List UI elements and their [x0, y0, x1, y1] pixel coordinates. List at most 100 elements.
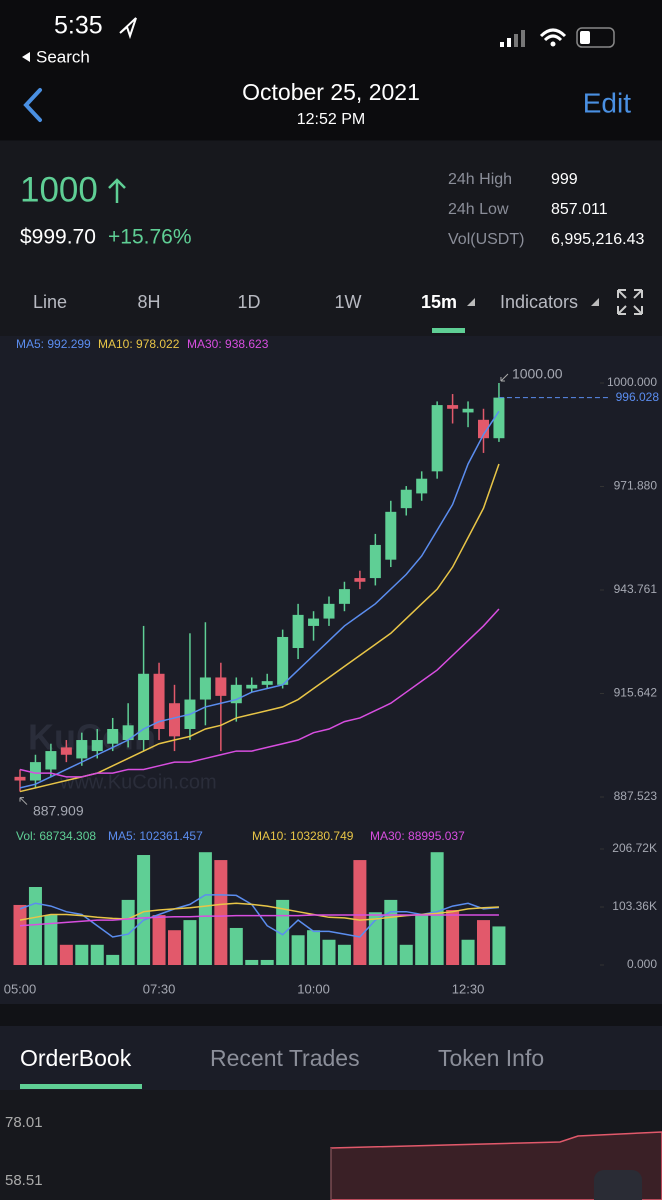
candle-body — [91, 740, 103, 752]
depth-area — [330, 1131, 662, 1200]
signal-icon — [500, 30, 525, 47]
y-tick-label: 1000.000 — [607, 375, 657, 389]
depth-labels: 78.01 58.51 — [5, 1114, 43, 1189]
candle-body — [369, 544, 381, 579]
candle-body — [246, 684, 258, 689]
volume-bar — [291, 935, 305, 965]
summary-panel — [0, 141, 662, 336]
back-triangle — [22, 52, 30, 62]
candle-body — [308, 618, 320, 626]
candle-body — [14, 776, 26, 781]
stats: 24h High 999 24h Low 857.011 Vol(USDT) 6,995,… — [448, 171, 645, 248]
bottom-tab[interactable]: OrderBook — [20, 1045, 132, 1071]
volume-bar — [106, 954, 120, 965]
volume-bar — [384, 899, 398, 965]
volume-bar — [446, 910, 460, 965]
interval-tab[interactable]: 15m — [421, 292, 457, 312]
y-tick-label: 971.880 — [614, 479, 658, 493]
volume-ma-line — [19, 914, 499, 927]
candle-body — [292, 614, 304, 649]
candle-body — [385, 511, 397, 560]
x-tick-label: 10:00 — [297, 981, 330, 996]
fullscreen-icon[interactable] — [617, 289, 643, 315]
volume-bar — [198, 852, 212, 965]
interval-tabs: Line 8H 1D 1W 15m Indicators — [33, 292, 578, 312]
tab-dropdown — [467, 298, 475, 306]
bottom-tab-underline — [20, 1084, 142, 1089]
candle-body — [29, 762, 41, 781]
interval-tab[interactable]: 1D — [237, 292, 260, 312]
volume-bar — [44, 915, 58, 965]
candle-body — [431, 405, 443, 472]
volume-bar — [90, 944, 104, 965]
last-price: 1000 — [20, 170, 98, 209]
nav-title: October 25, 2021 — [242, 79, 420, 105]
back-chevron[interactable] — [23, 88, 42, 122]
volume-bar — [28, 887, 42, 965]
signal-bar — [507, 38, 511, 47]
candle-body — [60, 747, 72, 755]
low-marker-label: 887.909 — [33, 802, 84, 818]
candle-body — [169, 703, 180, 737]
candle-body — [215, 677, 227, 696]
volume-bar — [137, 855, 151, 965]
battery-level — [580, 31, 590, 44]
candle-body — [230, 684, 242, 704]
candle-body — [153, 673, 165, 729]
candlestick-chart: 1000.000 971.880 943.761 915.642 887.523 206.… — [4, 337, 660, 996]
volume-legend: Vol: 68734.308 — [16, 829, 96, 843]
signal-bar — [521, 30, 525, 47]
candle-body — [138, 673, 150, 741]
volume-bar — [214, 860, 228, 965]
watermark-url: www.KuCoin.com — [59, 771, 217, 793]
stat-value: 857.011 — [551, 201, 608, 218]
edit-button[interactable]: Edit — [583, 87, 631, 118]
tab-underline — [432, 328, 465, 333]
candle-body — [277, 636, 289, 685]
y-tick-label: 915.642 — [614, 686, 658, 700]
candle-body — [478, 419, 489, 439]
bottom-tab[interactable]: Recent Trades — [210, 1045, 360, 1071]
ma-legend: MA30: 938.623 — [187, 337, 269, 351]
volume-bar — [399, 944, 413, 965]
depth-label: 58.51 — [5, 1172, 43, 1189]
interval-tab[interactable]: 8H — [137, 292, 160, 312]
divider — [0, 1004, 662, 1026]
interval-tab[interactable]: Line — [33, 292, 67, 312]
candle-body — [122, 725, 134, 741]
candle-body — [199, 677, 211, 700]
usd-price: $999.70 — [20, 226, 96, 249]
interval-tab[interactable]: Indicators — [500, 292, 578, 312]
location-icon — [119, 17, 137, 40]
volume-bar — [415, 915, 429, 965]
bottom-tab[interactable]: Token Info — [438, 1045, 544, 1071]
bottom-tabs: OrderBook Recent Trades Token Info — [20, 1045, 544, 1071]
status-back[interactable]: Search — [36, 47, 90, 66]
volume-bar — [245, 959, 259, 965]
candle-body — [261, 681, 273, 685]
battery-icon — [576, 27, 615, 48]
interval-tab[interactable]: 1W — [335, 292, 362, 312]
volume-ma-legend: MA10: 103280.749 — [252, 829, 354, 843]
volume-bar — [183, 920, 197, 965]
nav-subtitle: 12:52 PM — [297, 111, 365, 128]
ma-line — [19, 410, 500, 789]
volume-bar — [13, 904, 27, 965]
high-marker-arrow — [500, 373, 509, 382]
volume-bar — [229, 927, 243, 965]
high-marker-label: 1000.00 — [512, 366, 563, 382]
low-marker-arrow — [19, 797, 28, 805]
tab-dropdown — [591, 298, 599, 306]
candle-body — [45, 751, 57, 770]
volume-bar — [307, 930, 321, 965]
signal-bar — [500, 42, 504, 47]
volume-bar — [477, 920, 490, 965]
wifi-dot — [550, 41, 556, 47]
volume-bar — [168, 930, 181, 965]
volume-ma-legend: MA5: 102361.457 — [108, 829, 203, 843]
candle-body — [107, 728, 119, 744]
bottom-tabs-panel — [0, 1026, 662, 1090]
status-time: 5:35 — [54, 12, 103, 40]
scan-button[interactable] — [594, 1170, 642, 1200]
